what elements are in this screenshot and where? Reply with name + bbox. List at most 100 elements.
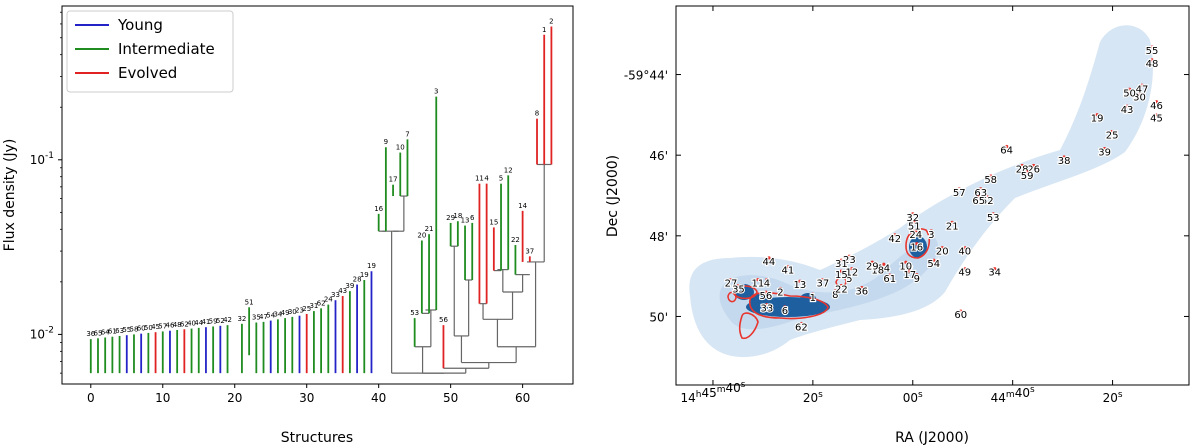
leaf-label: 53 [410, 309, 419, 317]
source-54-label: 54 [927, 259, 940, 270]
leaf-label: 65 [94, 329, 103, 337]
leaf-label: 30 [288, 308, 297, 316]
leaf-label: 18 [453, 212, 462, 220]
source-27-label: 27 [725, 279, 738, 290]
source-42-label: 42 [888, 234, 901, 245]
source-41-label: 41 [782, 266, 795, 277]
source-35-label: 35 [732, 285, 745, 296]
leaf-label: 14 [518, 202, 527, 210]
leaf-label: 31 [309, 302, 318, 310]
source-17-label: 17 [903, 270, 916, 281]
leaf-label: 46 [165, 322, 174, 330]
source-29-label: 29 [866, 261, 879, 272]
source-47-marker [1140, 83, 1144, 87]
source-60-marker [959, 309, 963, 313]
source-41-marker [786, 265, 790, 269]
source-40-marker [963, 246, 967, 250]
source-61-marker [888, 273, 892, 277]
contours [727, 228, 931, 340]
leaf-label: 58 [130, 325, 139, 333]
source-25-label: 25 [1106, 131, 1119, 142]
leaf-label: 25 [302, 305, 311, 313]
source-32-marker [911, 212, 915, 216]
source-11-label: 11 [752, 279, 765, 290]
source-29-marker [870, 260, 874, 264]
leaf-label: 37 [525, 247, 534, 255]
source-6-label: 6 [782, 306, 788, 317]
dendrogram-y-axis-label: Flux density (Jy) [2, 139, 18, 252]
leaf-label: 3 [434, 88, 438, 96]
core-8-blob [800, 293, 816, 305]
source-1-marker [811, 292, 815, 296]
source-34-label: 34 [988, 268, 1001, 279]
source-65-marker [977, 195, 981, 199]
source-58-marker [989, 174, 993, 178]
source-64-marker [1005, 144, 1009, 149]
leaf-label: 64 [101, 329, 110, 337]
map-x-tick-label: 20s [803, 390, 823, 405]
source-18-marker [876, 265, 880, 269]
core-2-blob [750, 293, 770, 309]
source-46-label: 46 [1150, 101, 1163, 112]
source-8-label: 8 [832, 290, 838, 301]
source-54-marker [932, 258, 936, 262]
source-15-marker [839, 269, 843, 273]
leaf-label: 29 [446, 214, 455, 222]
source-26-label: 26 [1027, 164, 1040, 175]
leaf-label: 59 [209, 317, 218, 325]
source-52-label: 52 [981, 196, 994, 207]
leaf-label: 11 [475, 175, 484, 183]
source-24-label: 24 [909, 230, 922, 241]
source-62-marker [799, 321, 803, 326]
source-14-label: 14 [877, 263, 890, 274]
source-13-marker [798, 279, 802, 283]
leaf-label: 49 [281, 309, 290, 317]
source-39-marker [1102, 146, 1107, 151]
x-tick-label: 0 [87, 391, 95, 405]
source-25-marker [1110, 130, 1114, 134]
legend: Young Intermediate Evolved [66, 10, 234, 93]
leaf-label: 19 [367, 262, 376, 270]
source-50-label: 50 [1123, 88, 1136, 99]
source-37-marker [821, 277, 825, 282]
map-y-tick-label: 46' [649, 149, 668, 163]
source-43-label: 43 [1121, 105, 1134, 116]
source-62-label: 62 [795, 323, 808, 334]
source-50-marker [1127, 87, 1132, 91]
source-51-label: 51 [908, 221, 921, 232]
dense-cores [734, 236, 927, 317]
source-30-label: 30 [1133, 93, 1146, 104]
leaf-label: 61 [108, 328, 117, 336]
source-47-label: 47 [1136, 84, 1149, 95]
source-21-label: 21 [946, 221, 959, 232]
source-56-label: 56 [760, 291, 773, 302]
leaf-label: 33 [331, 291, 340, 299]
leaf-label: 40 [187, 320, 196, 328]
source-36-label: 36 [855, 287, 868, 298]
leaf-label: 62 [180, 320, 189, 328]
source-21-marker [950, 220, 954, 224]
leaf-label: 4 [484, 175, 489, 183]
source-63-marker [979, 187, 983, 191]
map-x-tick-label: 00s [903, 390, 923, 405]
source-16-label: 16 [910, 243, 923, 254]
source-10-marker [904, 260, 908, 264]
x-tick-label: 10 [155, 391, 170, 405]
leaf-label: 34 [273, 310, 282, 318]
x-tick-label: 60 [515, 391, 530, 405]
source-39-label: 39 [1098, 148, 1111, 159]
leaf-label: 28 [353, 276, 362, 284]
source-60-label: 60 [954, 310, 967, 321]
map-source-labels: 1234567891011121314151617181920212223242… [723, 45, 1164, 335]
leaf-label: 57 [158, 322, 167, 330]
leaf-label: 47 [259, 313, 268, 321]
map-x-tick-label: 44m40s [991, 385, 1035, 405]
map-y-tick-label: 50' [649, 310, 668, 324]
cloud-region [689, 25, 1153, 358]
source-37-label: 37 [816, 279, 829, 290]
source-59-label: 59 [1021, 171, 1034, 182]
dendrogram-marks [89, 26, 553, 374]
source-33-label: 33 [761, 304, 774, 315]
contour-35 [727, 291, 737, 303]
leaf-label: 22 [511, 236, 520, 244]
